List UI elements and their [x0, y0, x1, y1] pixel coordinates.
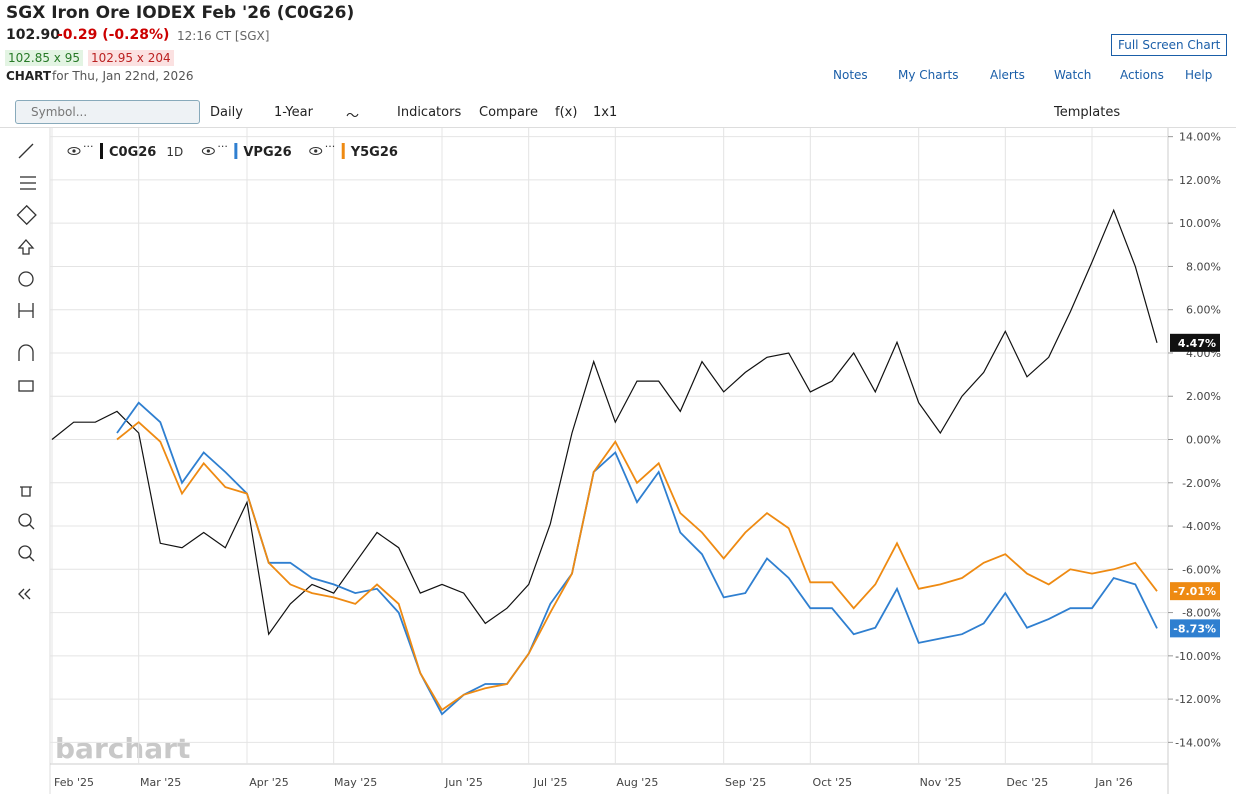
y-tick-label: 14.00% [1179, 131, 1221, 144]
x-tick-label: Nov '25 [920, 776, 962, 789]
legend-more: ··· [83, 140, 94, 153]
symbol-input[interactable]: Symbol... [15, 100, 200, 124]
tool-arrow[interactable] [17, 239, 35, 255]
y-tick-label: -4.00% [1182, 520, 1221, 533]
y-tick-label: -2.00% [1182, 477, 1221, 490]
y-tick-label: 8.00% [1186, 260, 1221, 273]
visibility-dot [72, 149, 76, 153]
chart-label: CHART [6, 69, 52, 83]
symbol-title: SGX Iron Ore IODEX Feb '26 (C0G26) [6, 3, 355, 23]
last-value-badge [1170, 333, 1220, 352]
last-value-badge [1170, 582, 1220, 601]
collapse[interactable] [18, 588, 31, 600]
help-link[interactable]: Help [1185, 68, 1213, 82]
series-line [116, 401, 1158, 716]
last-price: 102.90 [6, 27, 61, 43]
legend-swatch [100, 143, 103, 159]
last-value-label: -7.01% [1173, 585, 1216, 598]
x-tick-label: Jan '26 [1094, 776, 1132, 789]
x-tick-label: Aug '25 [616, 776, 658, 789]
legend-swatch [341, 143, 345, 159]
last-value-badge [1170, 619, 1220, 638]
visibility-dot [206, 149, 210, 153]
visibility-toggle[interactable] [201, 147, 215, 155]
x-tick-label: Oct '25 [813, 776, 853, 789]
x-tick-label: Jun '25 [444, 776, 483, 789]
last-value-label: -8.73% [1173, 622, 1216, 635]
drawing-tools [16, 143, 37, 600]
my-charts-link[interactable]: My Charts [898, 68, 959, 82]
series-line [51, 208, 1158, 636]
bid: 102.85 x 95 [5, 50, 83, 66]
series-line [116, 421, 1158, 712]
chart-date: for Thu, Jan 22nd, 2026 [52, 69, 194, 83]
compare-button[interactable]: Compare [479, 105, 538, 120]
watch-link[interactable]: Watch [1054, 68, 1092, 82]
zoom-in[interactable] [18, 513, 32, 527]
tool-note[interactable] [18, 271, 34, 287]
x-tick-label: Dec '25 [1006, 776, 1048, 789]
visibility-toggle[interactable] [309, 147, 323, 155]
indicators-button[interactable]: Indicators [397, 105, 462, 120]
y-tick-label: -6.00% [1182, 563, 1221, 576]
visibility-toggle[interactable] [67, 147, 81, 155]
quote-time: 12:16 CT [SGX] [177, 29, 270, 43]
grid: 14.00%12.00%10.00%8.00%6.00%4.00%2.00%0.… [50, 128, 1221, 789]
tool-shape[interactable] [16, 204, 37, 226]
magnet[interactable] [18, 344, 34, 361]
notes-link[interactable]: Notes [833, 68, 868, 82]
y-tick-label: 6.00% [1186, 304, 1221, 317]
x-tick-label: May '25 [334, 776, 377, 789]
x-tick-label: Feb '25 [54, 776, 94, 789]
y-tick-label: -8.00% [1182, 607, 1221, 620]
y-tick-label: 10.00% [1179, 217, 1221, 230]
legend-more: ··· [217, 140, 228, 153]
legend: ··· C0G26 1D ··· VPG26 ··· Y5G26 [67, 140, 398, 160]
fx-button[interactable]: f(x) [555, 105, 578, 120]
range-menu[interactable]: 1-Year [274, 105, 313, 120]
legend-label: Y5G26 [350, 145, 398, 160]
full-screen-button[interactable]: Full Screen Chart [1111, 34, 1228, 56]
zoom-out[interactable] [18, 545, 32, 559]
tool-measure[interactable] [18, 303, 34, 318]
templates-button[interactable]: Templates [1054, 105, 1121, 120]
watermark: barchart [55, 732, 190, 765]
plot: 4.47% -8.73% -7.01% [51, 208, 1220, 716]
ask: 102.95 x 204 [88, 50, 174, 66]
visibility-dot [314, 149, 318, 153]
chart-type-menu[interactable]: 〜 [346, 109, 360, 124]
lock[interactable] [18, 380, 34, 392]
x-tick-label: Jul '25 [533, 776, 568, 789]
layout-menu[interactable]: 1x1 [593, 105, 618, 120]
y-tick-label: -10.00% [1175, 650, 1221, 663]
divider [0, 127, 1236, 128]
y-tick-label: -14.00% [1175, 736, 1221, 749]
alerts-link[interactable]: Alerts [990, 68, 1025, 82]
y-tick-label: 12.00% [1179, 174, 1221, 187]
legend-interval: 1D [166, 145, 183, 159]
x-tick-label: Mar '25 [140, 776, 181, 789]
y-tick-label: 0.00% [1186, 434, 1221, 447]
y-tick-label: 2.00% [1186, 390, 1221, 403]
legend-label: VPG26 [243, 145, 291, 160]
x-tick-label: Sep '25 [725, 776, 766, 789]
last-value-label: 4.47% [1178, 337, 1216, 350]
price-change: -0.29 (-0.28%) [57, 27, 170, 43]
legend-more: ··· [325, 140, 336, 153]
legend-label: C0G26 [109, 145, 156, 160]
interval-menu[interactable]: Daily [210, 105, 243, 120]
actions-link[interactable]: Actions [1120, 68, 1164, 82]
y-tick-label: -12.00% [1175, 693, 1221, 706]
x-tick-label: Apr '25 [249, 776, 289, 789]
tool-line[interactable] [18, 143, 34, 159]
legend-swatch [234, 143, 238, 159]
delete[interactable] [20, 486, 32, 497]
